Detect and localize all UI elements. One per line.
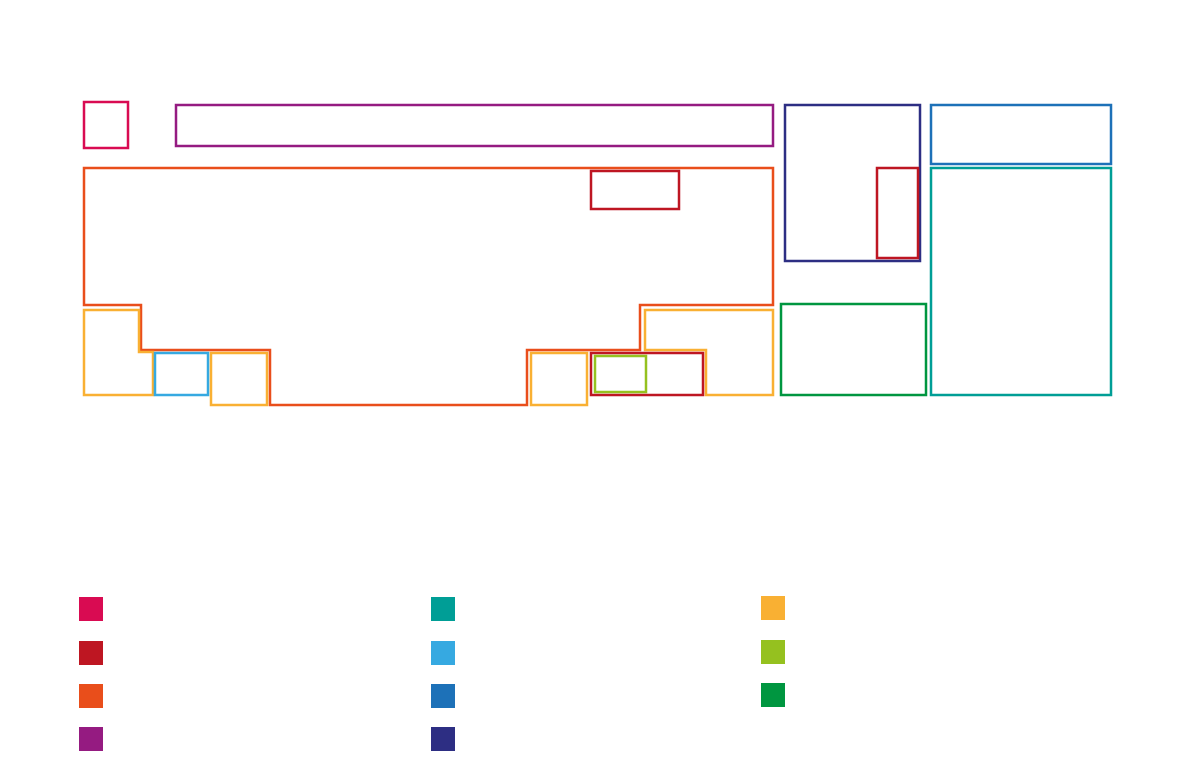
legend-swatch-navy bbox=[431, 727, 455, 751]
purple-region-header-bar bbox=[174, 103, 775, 148]
legend-swatch-orange bbox=[79, 684, 103, 708]
sky-region-bottom bbox=[153, 351, 210, 397]
legend bbox=[79, 596, 785, 751]
navy-region-side bbox=[783, 103, 922, 263]
legend-swatch-green bbox=[761, 683, 785, 707]
teal-region-right bbox=[929, 166, 1113, 397]
red-region-bottom bbox=[589, 351, 705, 397]
legend-swatch-crimson bbox=[79, 597, 103, 621]
yellow-region-bottom-2 bbox=[209, 351, 269, 407]
crimson-region-logo bbox=[82, 100, 130, 150]
legend-swatch-red bbox=[79, 641, 103, 665]
blue-region-right-top bbox=[929, 103, 1113, 166]
lime-region-bottom bbox=[593, 354, 648, 394]
green-region-side bbox=[779, 302, 928, 397]
red-region-main-top bbox=[589, 169, 681, 211]
yellow-region-bottom-3 bbox=[529, 351, 589, 407]
legend-swatch-lime bbox=[761, 640, 785, 664]
orange-region-main bbox=[82, 166, 775, 407]
legend-swatch-sky bbox=[431, 641, 455, 665]
yellow-region-bottom-left bbox=[82, 308, 155, 397]
yellow-region-bottom-right bbox=[643, 308, 775, 397]
legend-swatch-purple bbox=[79, 727, 103, 751]
legend-swatch-yellow bbox=[761, 596, 785, 620]
legend-swatch-blue bbox=[431, 684, 455, 708]
red-region-side bbox=[875, 166, 920, 260]
legend-swatch-teal bbox=[431, 597, 455, 621]
